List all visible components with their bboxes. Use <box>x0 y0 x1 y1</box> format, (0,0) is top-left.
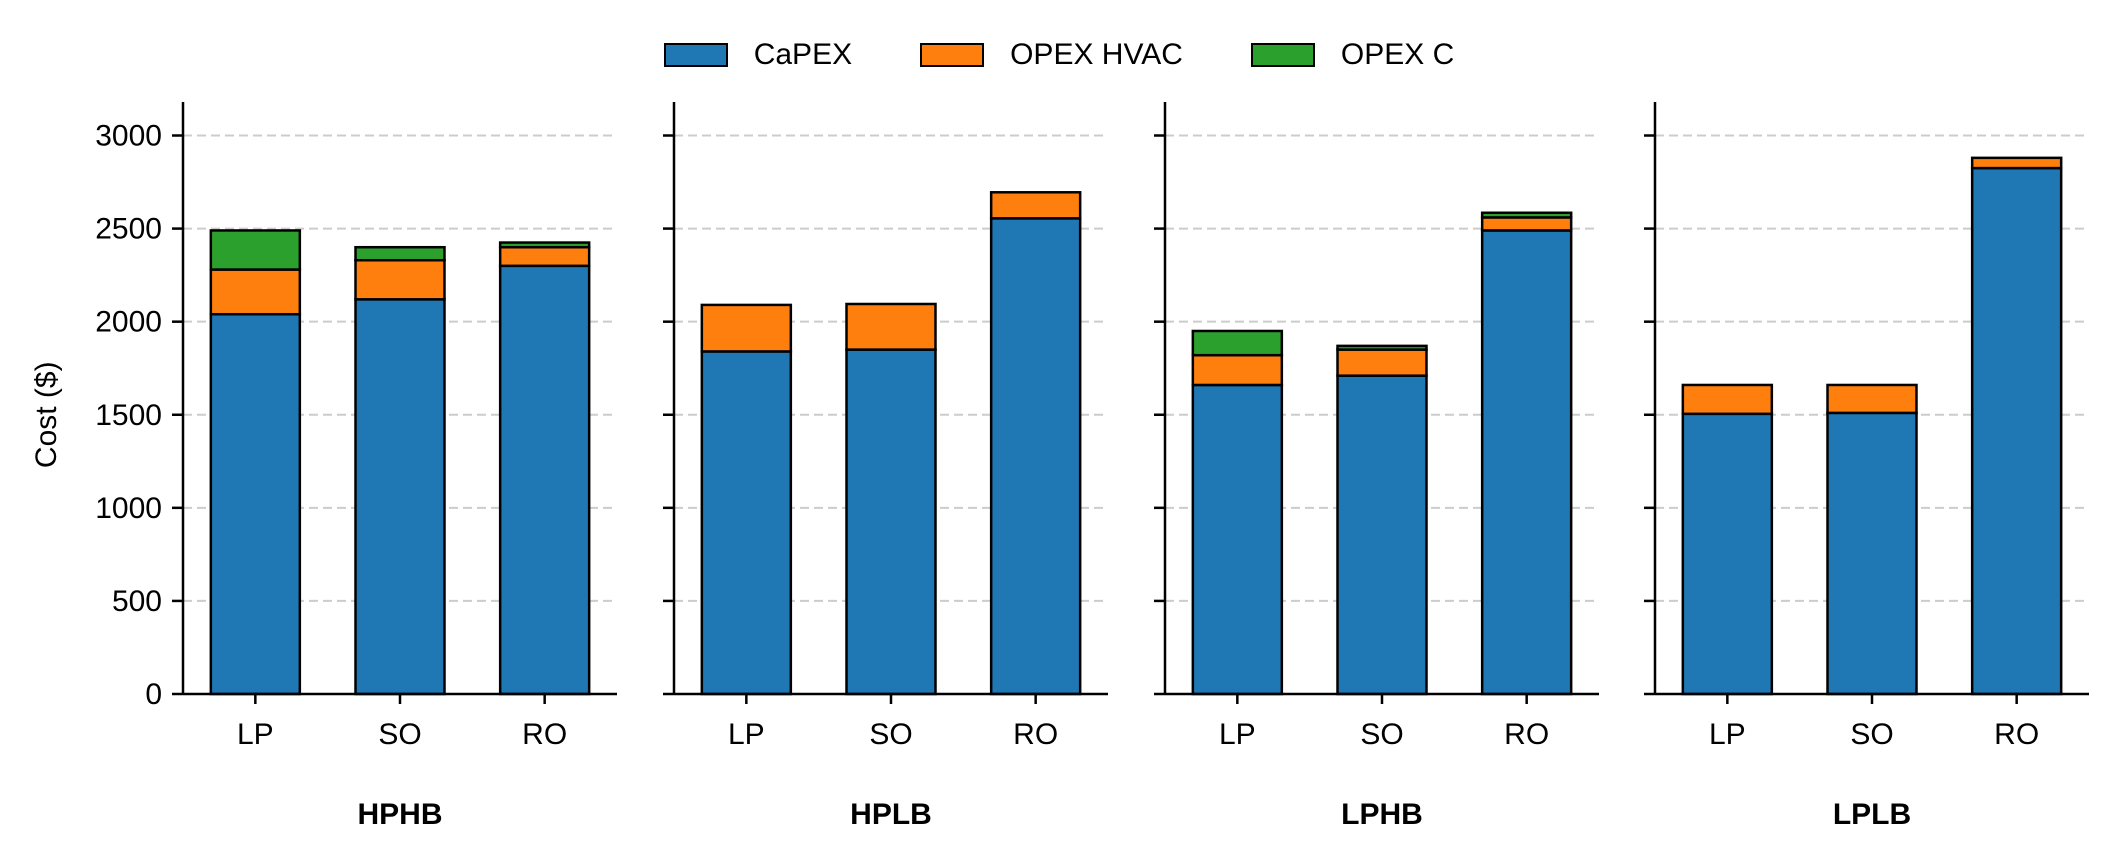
bar-hphb-ro-opex-c <box>498 241 591 249</box>
x-tick-label-hphb-lp: LP <box>237 718 274 751</box>
panel-title-lplb: LPLB <box>1833 798 1911 831</box>
bar-hplb-so-opex-hvac <box>845 302 937 351</box>
legend-item-capex: CaPEX <box>663 38 853 72</box>
bar-lphb-lp-opex-hvac <box>1191 353 1284 387</box>
legend-swatch-opex-hvac <box>920 43 985 67</box>
bar-hphb-ro-opex-hvac <box>498 245 591 268</box>
y-tick-label-2500: 2500 <box>95 213 162 246</box>
bar-lplb-ro-capex <box>1970 166 2063 696</box>
legend-swatch-opex-c <box>1250 43 1315 67</box>
bar-hphb-lp-opex-hvac <box>209 268 302 316</box>
bar-hphb-so-capex <box>354 298 446 696</box>
x-tick-label-hplb-ro: RO <box>1013 718 1058 751</box>
bar-lplb-lp-capex <box>1681 412 1774 696</box>
bar-lphb-so-opex-hvac <box>1336 348 1428 377</box>
legend: CaPEX OPEX HVAC OPEX C <box>0 30 2118 80</box>
bar-lphb-ro-opex-hvac <box>1480 216 1573 232</box>
x-tick-label-lphb-so: SO <box>1360 718 1403 751</box>
bar-hplb-ro-capex <box>989 217 1082 696</box>
x-tick-label-lphb-ro: RO <box>1504 718 1549 751</box>
y-tick-label-500: 500 <box>112 585 162 618</box>
y-axis-label: Cost ($) <box>30 361 63 468</box>
y-tick-label-0: 0 <box>145 678 162 711</box>
y-tick-label-1000: 1000 <box>95 492 162 525</box>
legend-item-opex-hvac: OPEX HVAC <box>920 38 1183 72</box>
x-tick-label-lplb-lp: LP <box>1709 718 1746 751</box>
panel-title-hplb: HPLB <box>850 798 932 831</box>
panel-title-lphb: LPHB <box>1341 798 1423 831</box>
bar-hphb-so-opex-hvac <box>354 258 446 301</box>
x-tick-label-lplb-so: SO <box>1850 718 1893 751</box>
bar-hplb-lp-capex <box>700 350 793 696</box>
panel-title-hphb: HPHB <box>357 798 442 831</box>
x-tick-label-lplb-ro: RO <box>1994 718 2039 751</box>
legend-label-opex-c: OPEX C <box>1340 38 1455 71</box>
legend-swatch-capex <box>663 43 728 67</box>
bar-hplb-lp-opex-hvac <box>700 303 793 353</box>
x-tick-label-hphb-ro: RO <box>522 718 567 751</box>
bar-lphb-so-capex <box>1336 374 1428 696</box>
bar-hplb-ro-opex-hvac <box>989 191 1082 220</box>
bar-lplb-ro-opex-hvac <box>1970 156 2063 170</box>
legend-item-opex-c: OPEX C <box>1250 38 1455 72</box>
bar-hphb-so-opex-c <box>354 245 446 262</box>
x-tick-label-hplb-so: SO <box>869 718 912 751</box>
bar-hplb-so-capex <box>845 348 937 696</box>
bar-lphb-so-opex-c <box>1336 344 1428 351</box>
legend-label-opex-hvac: OPEX HVAC <box>1010 38 1183 71</box>
bar-lphb-lp-opex-c <box>1191 329 1284 357</box>
bar-lplb-lp-opex-hvac <box>1681 383 1774 416</box>
bar-hphb-ro-capex <box>498 264 591 696</box>
y-tick-label-2000: 2000 <box>95 306 162 339</box>
bar-lplb-so-capex <box>1826 411 1918 696</box>
bar-lphb-ro-capex <box>1480 229 1573 696</box>
x-tick-label-lphb-lp: LP <box>1219 718 1256 751</box>
bar-hphb-lp-capex <box>209 312 302 696</box>
x-tick-label-hphb-so: SO <box>378 718 421 751</box>
bar-hphb-lp-opex-c <box>209 229 302 271</box>
y-tick-label-1500: 1500 <box>95 399 162 432</box>
bar-lphb-ro-opex-c <box>1480 211 1573 219</box>
x-tick-label-hplb-lp: LP <box>728 718 765 751</box>
bar-lplb-so-opex-hvac <box>1826 383 1918 415</box>
y-tick-label-3000: 3000 <box>95 120 162 153</box>
legend-label-capex: CaPEX <box>753 38 853 71</box>
bar-lphb-lp-capex <box>1191 383 1284 696</box>
